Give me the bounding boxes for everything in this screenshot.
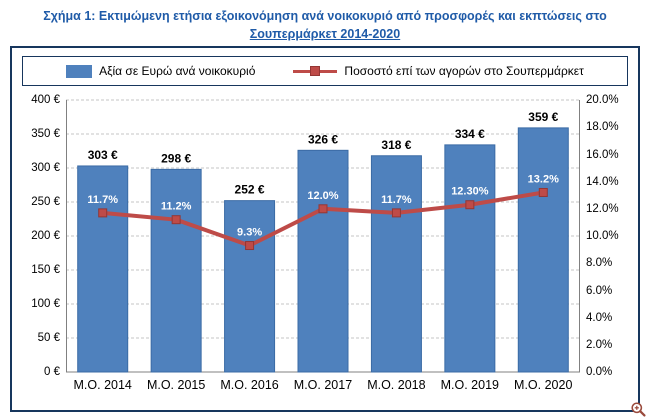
- percent-label: 11.2%: [161, 201, 192, 213]
- right-axis-tick: 10.0%: [586, 230, 619, 243]
- x-axis-label: Μ.Ο. 2015: [146, 378, 206, 393]
- legend-item-bars: Αξία σε Ευρώ ανά νοικοκυριό: [66, 64, 255, 78]
- bar-value-label: 318 €: [381, 138, 411, 152]
- x-axis-label: Μ.Ο. 2017: [293, 378, 353, 393]
- line-swatch-icon: [293, 65, 338, 77]
- line-marker: [245, 241, 255, 251]
- bar: [517, 127, 569, 373]
- line-marker: [318, 204, 328, 214]
- plot-area: 303 € 298 € 252 € 326 € 318 € 334 € 359 € 11.7%…: [66, 99, 580, 373]
- right-axis-tick: 14.0%: [586, 175, 619, 188]
- left-axis: 400 € 350 € 300 € 250 € 200 € 150 € 100 € 50 € 0…: [20, 94, 66, 378]
- right-axis-tick: 2.0%: [586, 339, 613, 352]
- chart-canvas: 303 € 298 € 252 € 326 € 318 € 334 € 359 € 11.7%…: [66, 99, 580, 373]
- bar-value-label: 252 €: [235, 183, 265, 197]
- bar: [77, 165, 129, 373]
- x-axis-label: Μ.Ο. 2018: [367, 378, 426, 393]
- bar-value-label: 334 €: [455, 127, 485, 141]
- bar: [370, 155, 422, 373]
- right-axis: 20.0% 18.0% 16.0% 14.0% 12.0% 10.0% 8.0% 6.0% 4.…: [580, 94, 630, 378]
- legend-line-label: Ποσοστό επί των αγορών στο Σουπερμάρκετ: [344, 64, 584, 79]
- line-marker: [465, 200, 475, 210]
- percent-label: 13.2%: [528, 174, 559, 186]
- right-axis-tick: 18.0%: [586, 121, 619, 134]
- left-axis-tick: 150 €: [31, 264, 60, 277]
- bar-swatch-icon: [66, 64, 93, 78]
- right-axis-tick: 6.0%: [586, 284, 613, 297]
- line-marker: [391, 208, 401, 218]
- plot-row: 400 € 350 € 300 € 250 € 200 € 150 € 100 € 50 € 0…: [12, 86, 638, 378]
- percent-label: 11.7%: [381, 194, 412, 206]
- bar-value-label: 303 €: [88, 148, 118, 162]
- figure-title-line1: Σχήμα 1: Εκτιμώμενη ετήσια εξοικονόμηση …: [43, 9, 607, 23]
- legend-item-line: Ποσοστό επί των αγορών στο Σουπερμάρκετ: [293, 64, 584, 79]
- left-axis-tick: 250 €: [31, 196, 60, 209]
- x-axis-label: Μ.Ο. 2020: [514, 378, 573, 393]
- figure-title-line2: Σουπερμάρκετ 2014-2020: [249, 27, 401, 42]
- left-axis-tick: 200 €: [31, 230, 60, 243]
- right-axis-tick: 8.0%: [586, 257, 613, 270]
- left-axis-tick: 400 €: [31, 94, 60, 107]
- right-axis-tick: 0.0%: [586, 366, 613, 379]
- percent-label: 12.30%: [451, 186, 489, 198]
- chart-frame: Αξία σε Ευρώ ανά νοικοκυριό Ποσοστό επί …: [10, 46, 640, 413]
- right-axis-tick: 12.0%: [586, 203, 619, 216]
- chart-legend: Αξία σε Ευρώ ανά νοικοκυριό Ποσοστό επί …: [22, 56, 628, 87]
- x-axis: Μ.Ο. 2014 Μ.Ο. 2015 Μ.Ο. 2016 Μ.Ο. 2017 Μ.Ο.…: [66, 378, 580, 392]
- left-axis-tick: 350 €: [31, 128, 60, 141]
- x-axis-label: Μ.Ο. 2016: [220, 378, 279, 393]
- legend-bar-label: Αξία σε Ευρώ ανά νοικοκυριό: [99, 64, 256, 79]
- line-marker: [171, 215, 181, 225]
- bar: [444, 144, 496, 373]
- bar-value-label: 326 €: [308, 133, 338, 147]
- right-axis-tick: 20.0%: [586, 94, 619, 107]
- x-axis-label: Μ.Ο. 2014: [73, 378, 132, 393]
- percent-label: 9.3%: [237, 227, 262, 239]
- percent-label: 12.0%: [307, 190, 338, 202]
- right-axis-tick: 16.0%: [586, 148, 619, 161]
- bar-value-label: 359 €: [528, 110, 558, 124]
- bar: [224, 200, 276, 373]
- bar: [297, 150, 349, 373]
- left-axis-tick: 300 €: [31, 162, 60, 175]
- left-axis-tick: 100 €: [31, 298, 60, 311]
- bar: [150, 169, 202, 373]
- left-axis-tick: 0 €: [44, 366, 60, 379]
- x-axis-label: Μ.Ο. 2019: [440, 378, 499, 393]
- percent-label: 11.7%: [87, 194, 118, 206]
- bar-value-label: 298 €: [161, 152, 191, 166]
- right-axis-tick: 4.0%: [586, 311, 613, 324]
- figure-title: Σχήμα 1: Εκτιμώμενη ετήσια εξοικονόμηση …: [0, 0, 650, 43]
- zoom-icon[interactable]: [630, 401, 647, 418]
- line-marker: [538, 188, 548, 198]
- line-marker: [98, 208, 108, 218]
- left-axis-tick: 50 €: [37, 332, 60, 345]
